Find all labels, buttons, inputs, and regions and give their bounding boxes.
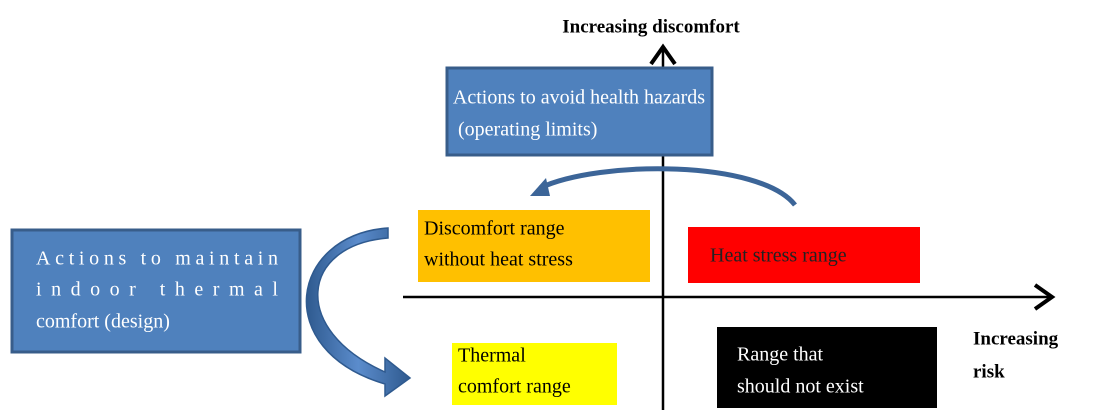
box-text: comfort range [458, 376, 571, 398]
box-text: Range that [737, 344, 824, 366]
box-text: Thermal [458, 345, 526, 367]
curved-arrow-head [530, 178, 550, 196]
horizontal-axis-label: Increasing [973, 328, 1059, 349]
box-text: Discomfort range [424, 218, 565, 240]
box [445, 66, 714, 157]
box-text: Actions to avoid health hazards [453, 87, 705, 109]
horizontal-axis-label: risk [973, 361, 1005, 382]
box-text: comfort (design) [36, 311, 170, 333]
box [717, 327, 937, 408]
vertical-arrowhead [649, 43, 677, 66]
box [418, 210, 650, 282]
box-text: Heat stress range [710, 245, 847, 267]
box [452, 343, 617, 405]
curved-arrow [305, 227, 412, 398]
box-text: should not exist [737, 376, 864, 398]
box-text: without heat stress [424, 249, 573, 271]
vertical-axis-label: Increasing discomfort [562, 16, 740, 37]
box-text: (operating limits) [458, 119, 597, 141]
box [688, 227, 920, 283]
box [10, 228, 302, 354]
curved-arrow [538, 166, 797, 207]
horizontal-arrowhead [1033, 283, 1056, 311]
